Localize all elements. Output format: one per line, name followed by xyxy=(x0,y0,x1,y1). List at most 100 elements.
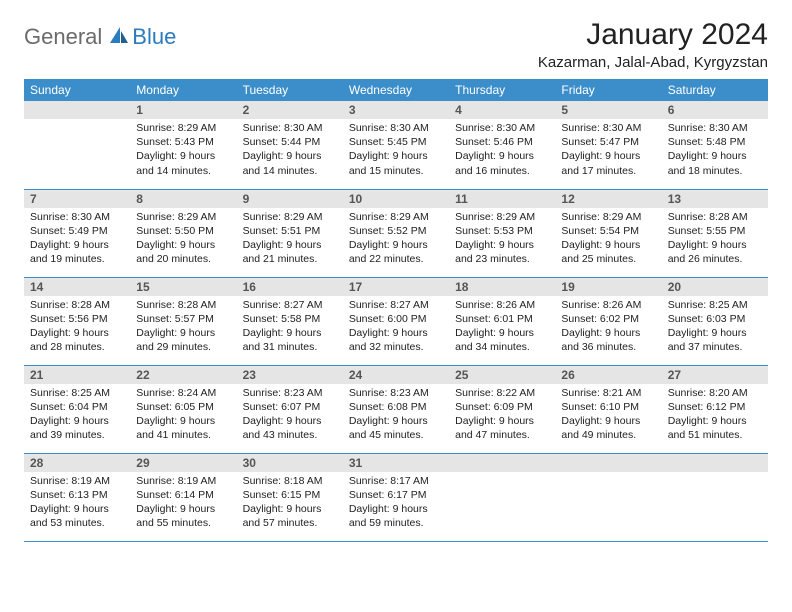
sunrise-line: Sunrise: 8:30 AM xyxy=(668,121,762,135)
day-body: Sunrise: 8:26 AMSunset: 6:02 PMDaylight:… xyxy=(555,296,661,359)
sunrise-line: Sunrise: 8:29 AM xyxy=(136,121,230,135)
sunset-line: Sunset: 5:56 PM xyxy=(30,312,124,326)
daylight-line: Daylight: 9 hours and 55 minutes. xyxy=(136,502,230,530)
calendar-cell: 20Sunrise: 8:25 AMSunset: 6:03 PMDayligh… xyxy=(662,277,768,365)
sunrise-line: Sunrise: 8:28 AM xyxy=(668,210,762,224)
sunset-line: Sunset: 6:17 PM xyxy=(349,488,443,502)
daylight-line: Daylight: 9 hours and 32 minutes. xyxy=(349,326,443,354)
calendar-cell xyxy=(662,453,768,541)
calendar-cell xyxy=(449,453,555,541)
sunrise-line: Sunrise: 8:23 AM xyxy=(349,386,443,400)
calendar-cell: 23Sunrise: 8:23 AMSunset: 6:07 PMDayligh… xyxy=(237,365,343,453)
sunrise-line: Sunrise: 8:26 AM xyxy=(455,298,549,312)
calendar-cell: 26Sunrise: 8:21 AMSunset: 6:10 PMDayligh… xyxy=(555,365,661,453)
calendar-cell: 3Sunrise: 8:30 AMSunset: 5:45 PMDaylight… xyxy=(343,101,449,189)
calendar-row: 28Sunrise: 8:19 AMSunset: 6:13 PMDayligh… xyxy=(24,453,768,541)
day-body: Sunrise: 8:27 AMSunset: 5:58 PMDaylight:… xyxy=(237,296,343,359)
calendar-cell: 4Sunrise: 8:30 AMSunset: 5:46 PMDaylight… xyxy=(449,101,555,189)
sunrise-line: Sunrise: 8:30 AM xyxy=(30,210,124,224)
daylight-line: Daylight: 9 hours and 29 minutes. xyxy=(136,326,230,354)
daylight-line: Daylight: 9 hours and 17 minutes. xyxy=(561,149,655,177)
day-number: 13 xyxy=(662,190,768,208)
daylight-line: Daylight: 9 hours and 18 minutes. xyxy=(668,149,762,177)
day-number: 25 xyxy=(449,366,555,384)
day-body: Sunrise: 8:24 AMSunset: 6:05 PMDaylight:… xyxy=(130,384,236,447)
daylight-line: Daylight: 9 hours and 47 minutes. xyxy=(455,414,549,442)
sunrise-line: Sunrise: 8:19 AM xyxy=(30,474,124,488)
daylight-line: Daylight: 9 hours and 49 minutes. xyxy=(561,414,655,442)
day-number: 9 xyxy=(237,190,343,208)
calendar-cell: 9Sunrise: 8:29 AMSunset: 5:51 PMDaylight… xyxy=(237,189,343,277)
sunrise-line: Sunrise: 8:29 AM xyxy=(243,210,337,224)
weekday-header: Tuesday xyxy=(237,79,343,101)
sunset-line: Sunset: 6:12 PM xyxy=(668,400,762,414)
day-body: Sunrise: 8:29 AMSunset: 5:51 PMDaylight:… xyxy=(237,208,343,271)
day-number: 27 xyxy=(662,366,768,384)
calendar-cell: 29Sunrise: 8:19 AMSunset: 6:14 PMDayligh… xyxy=(130,453,236,541)
sunset-line: Sunset: 5:58 PM xyxy=(243,312,337,326)
calendar-cell: 19Sunrise: 8:26 AMSunset: 6:02 PMDayligh… xyxy=(555,277,661,365)
day-body: Sunrise: 8:25 AMSunset: 6:03 PMDaylight:… xyxy=(662,296,768,359)
weekday-header-row: SundayMondayTuesdayWednesdayThursdayFrid… xyxy=(24,79,768,101)
day-number-empty xyxy=(449,454,555,472)
sunrise-line: Sunrise: 8:20 AM xyxy=(668,386,762,400)
daylight-line: Daylight: 9 hours and 37 minutes. xyxy=(668,326,762,354)
day-number: 30 xyxy=(237,454,343,472)
logo-text-general: General xyxy=(24,24,102,50)
sunset-line: Sunset: 6:00 PM xyxy=(349,312,443,326)
calendar-table: SundayMondayTuesdayWednesdayThursdayFrid… xyxy=(24,79,768,542)
calendar-cell: 28Sunrise: 8:19 AMSunset: 6:13 PMDayligh… xyxy=(24,453,130,541)
day-number: 15 xyxy=(130,278,236,296)
calendar-row: 14Sunrise: 8:28 AMSunset: 5:56 PMDayligh… xyxy=(24,277,768,365)
calendar-cell xyxy=(24,101,130,189)
day-number: 6 xyxy=(662,101,768,119)
day-body: Sunrise: 8:30 AMSunset: 5:46 PMDaylight:… xyxy=(449,119,555,182)
sunrise-line: Sunrise: 8:19 AM xyxy=(136,474,230,488)
day-number: 31 xyxy=(343,454,449,472)
sunrise-line: Sunrise: 8:30 AM xyxy=(349,121,443,135)
daylight-line: Daylight: 9 hours and 14 minutes. xyxy=(243,149,337,177)
sunrise-line: Sunrise: 8:26 AM xyxy=(561,298,655,312)
calendar-cell: 12Sunrise: 8:29 AMSunset: 5:54 PMDayligh… xyxy=(555,189,661,277)
sunset-line: Sunset: 5:47 PM xyxy=(561,135,655,149)
sunset-line: Sunset: 5:48 PM xyxy=(668,135,762,149)
day-number-empty xyxy=(662,454,768,472)
day-number: 17 xyxy=(343,278,449,296)
calendar-row: 7Sunrise: 8:30 AMSunset: 5:49 PMDaylight… xyxy=(24,189,768,277)
calendar-body: 1Sunrise: 8:29 AMSunset: 5:43 PMDaylight… xyxy=(24,101,768,541)
daylight-line: Daylight: 9 hours and 25 minutes. xyxy=(561,238,655,266)
day-number: 10 xyxy=(343,190,449,208)
page-title: January 2024 xyxy=(538,18,768,52)
daylight-line: Daylight: 9 hours and 39 minutes. xyxy=(30,414,124,442)
daylight-line: Daylight: 9 hours and 53 minutes. xyxy=(30,502,124,530)
sail-icon xyxy=(108,25,130,50)
sunrise-line: Sunrise: 8:28 AM xyxy=(30,298,124,312)
logo: General Blue xyxy=(24,18,176,50)
sunset-line: Sunset: 6:08 PM xyxy=(349,400,443,414)
sunset-line: Sunset: 6:05 PM xyxy=(136,400,230,414)
sunset-line: Sunset: 5:50 PM xyxy=(136,224,230,238)
daylight-line: Daylight: 9 hours and 31 minutes. xyxy=(243,326,337,354)
daylight-line: Daylight: 9 hours and 41 minutes. xyxy=(136,414,230,442)
calendar-cell: 2Sunrise: 8:30 AMSunset: 5:44 PMDaylight… xyxy=(237,101,343,189)
calendar-cell: 13Sunrise: 8:28 AMSunset: 5:55 PMDayligh… xyxy=(662,189,768,277)
daylight-line: Daylight: 9 hours and 51 minutes. xyxy=(668,414,762,442)
sunrise-line: Sunrise: 8:29 AM xyxy=(455,210,549,224)
sunset-line: Sunset: 5:55 PM xyxy=(668,224,762,238)
daylight-line: Daylight: 9 hours and 43 minutes. xyxy=(243,414,337,442)
daylight-line: Daylight: 9 hours and 57 minutes. xyxy=(243,502,337,530)
daylight-line: Daylight: 9 hours and 22 minutes. xyxy=(349,238,443,266)
day-number-empty xyxy=(24,101,130,119)
daylight-line: Daylight: 9 hours and 19 minutes. xyxy=(30,238,124,266)
calendar-cell: 5Sunrise: 8:30 AMSunset: 5:47 PMDaylight… xyxy=(555,101,661,189)
day-number: 5 xyxy=(555,101,661,119)
calendar-cell: 11Sunrise: 8:29 AMSunset: 5:53 PMDayligh… xyxy=(449,189,555,277)
calendar-cell: 7Sunrise: 8:30 AMSunset: 5:49 PMDaylight… xyxy=(24,189,130,277)
sunrise-line: Sunrise: 8:21 AM xyxy=(561,386,655,400)
day-body: Sunrise: 8:19 AMSunset: 6:14 PMDaylight:… xyxy=(130,472,236,535)
day-body: Sunrise: 8:30 AMSunset: 5:48 PMDaylight:… xyxy=(662,119,768,182)
sunset-line: Sunset: 6:07 PM xyxy=(243,400,337,414)
day-body: Sunrise: 8:21 AMSunset: 6:10 PMDaylight:… xyxy=(555,384,661,447)
sunrise-line: Sunrise: 8:22 AM xyxy=(455,386,549,400)
sunset-line: Sunset: 5:53 PM xyxy=(455,224,549,238)
